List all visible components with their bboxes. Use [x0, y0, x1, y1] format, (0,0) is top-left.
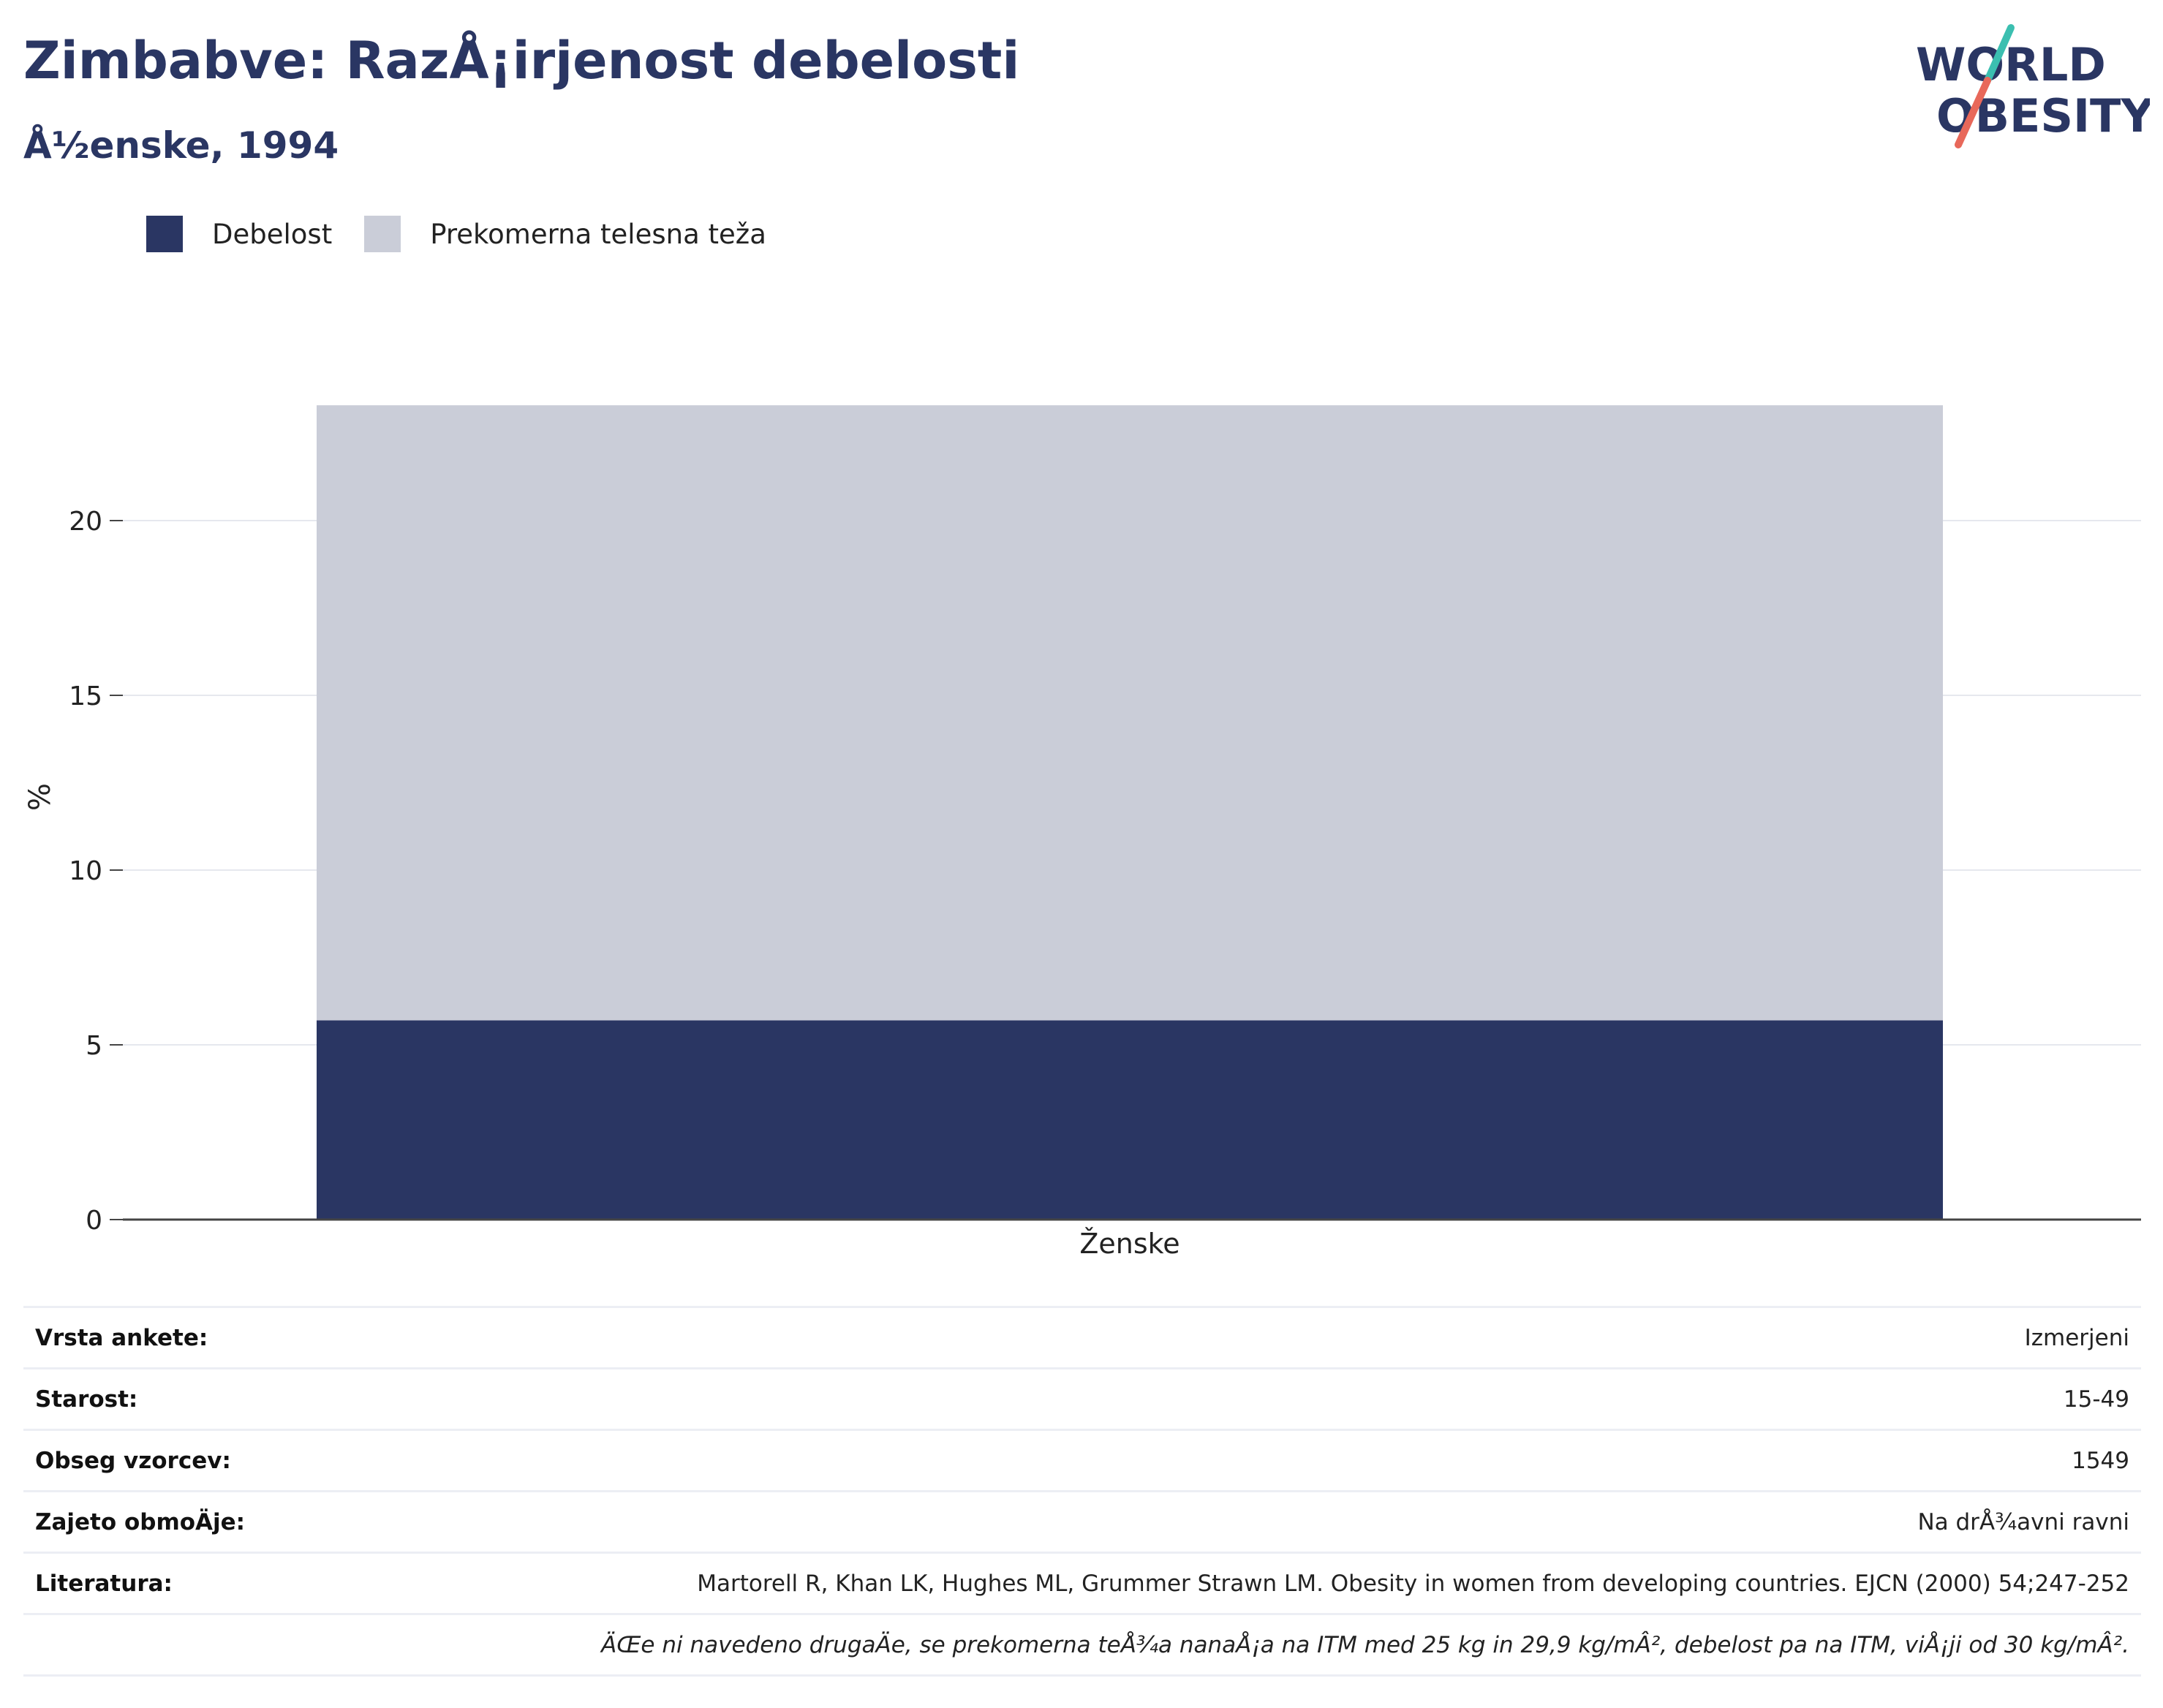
legend-swatch-debelost [146, 216, 183, 252]
info-label: Obseg vzorcev: [23, 1429, 301, 1492]
info-row-reference: Literatura: Martorell R, Khan LK, Hughes… [23, 1552, 2141, 1614]
bar-prekomerna [317, 405, 1943, 1021]
bar-debelost [317, 1020, 1943, 1220]
logo-slash-top [1984, 24, 2015, 84]
chart-subtitle: Å½enske, 1994 [23, 124, 339, 167]
chart-legend: Debelost Prekomerna telesna teža [146, 216, 799, 252]
x-category-label: Ženske [1079, 1228, 1179, 1260]
y-tick-label-20: 20 [69, 507, 102, 537]
legend-label-prekomerna: Prekomerna telesna teža [430, 218, 766, 250]
info-row-sample-size: Obseg vzorcev: 1549 [23, 1429, 2141, 1492]
info-value: Na drÅ¾avni ravni [300, 1490, 2141, 1553]
y-tick-label-10: 10 [69, 856, 102, 886]
info-label: Literatura: [23, 1552, 301, 1614]
info-label: Vrsta ankete: [23, 1306, 301, 1369]
info-label: Starost: [23, 1367, 301, 1430]
legend-item-prekomerna[interactable]: Prekomerna telesna teža [364, 216, 766, 252]
info-value: 1549 [300, 1429, 2141, 1492]
y-tick-label-15: 15 [69, 681, 102, 711]
legend-label-debelost: Debelost [212, 218, 333, 250]
info-row-age: Starost: 15-49 [23, 1367, 2141, 1430]
y-tick-label-5: 5 [86, 1031, 102, 1061]
world-obesity-logo: WORLD OBESITY [1916, 24, 2150, 148]
info-label-empty [23, 1613, 301, 1677]
info-row-note: ÄŒe ni navedeno drugaÄe, se prekomerna t… [23, 1613, 2141, 1677]
bar-chart: 0 5 10 15 20% Ženske [23, 405, 2141, 1260]
legend-item-debelost[interactable]: Debelost [146, 216, 332, 252]
logo-slash-bottom [1955, 77, 1991, 148]
y-axis-label: % [23, 783, 57, 811]
info-value: 15-49 [300, 1367, 2141, 1430]
survey-info-table: Vrsta ankete: Izmerjeni Starost: 15-49 O… [23, 1306, 2141, 1677]
info-row-survey-type: Vrsta ankete: Izmerjeni [23, 1306, 2141, 1369]
logo-text-world: WORLD [1916, 38, 2106, 91]
legend-swatch-prekomerna [364, 216, 401, 252]
info-value: Izmerjeni [300, 1306, 2141, 1369]
y-tick-label-0: 0 [86, 1206, 102, 1236]
chart-title: Zimbabve: RazÅ¡irjenost debelosti [23, 31, 1020, 91]
definition-note: ÄŒe ni navedeno drugaÄe, se prekomerna t… [300, 1613, 2141, 1677]
info-label: Zajeto obmoÄje: [23, 1490, 301, 1553]
info-row-coverage: Zajeto obmoÄje: Na drÅ¾avni ravni [23, 1490, 2141, 1553]
info-value: Martorell R, Khan LK, Hughes ML, Grummer… [300, 1552, 2141, 1614]
